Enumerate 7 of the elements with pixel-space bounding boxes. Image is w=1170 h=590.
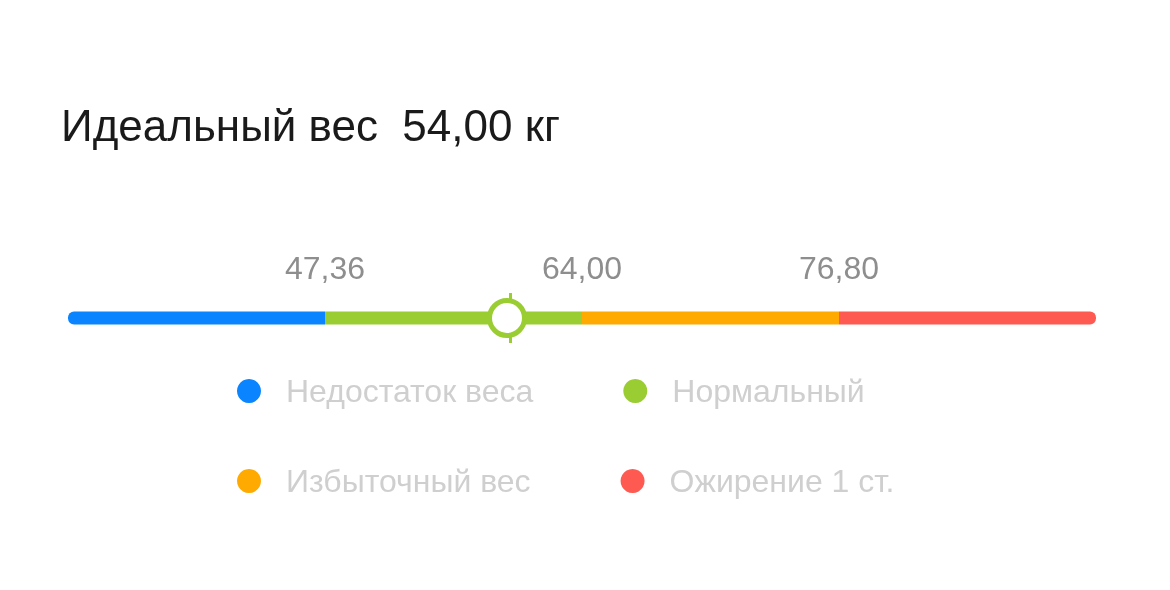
bar (68, 311, 325, 325)
text: 47,36 (284, 250, 366, 286)
text: 64,00 (541, 250, 623, 286)
chart-title: Идеальный вес 54,00 кг (61, 100, 560, 150)
bar (839, 311, 1096, 325)
bar (582, 311, 839, 325)
text: 76,80 (798, 250, 880, 286)
